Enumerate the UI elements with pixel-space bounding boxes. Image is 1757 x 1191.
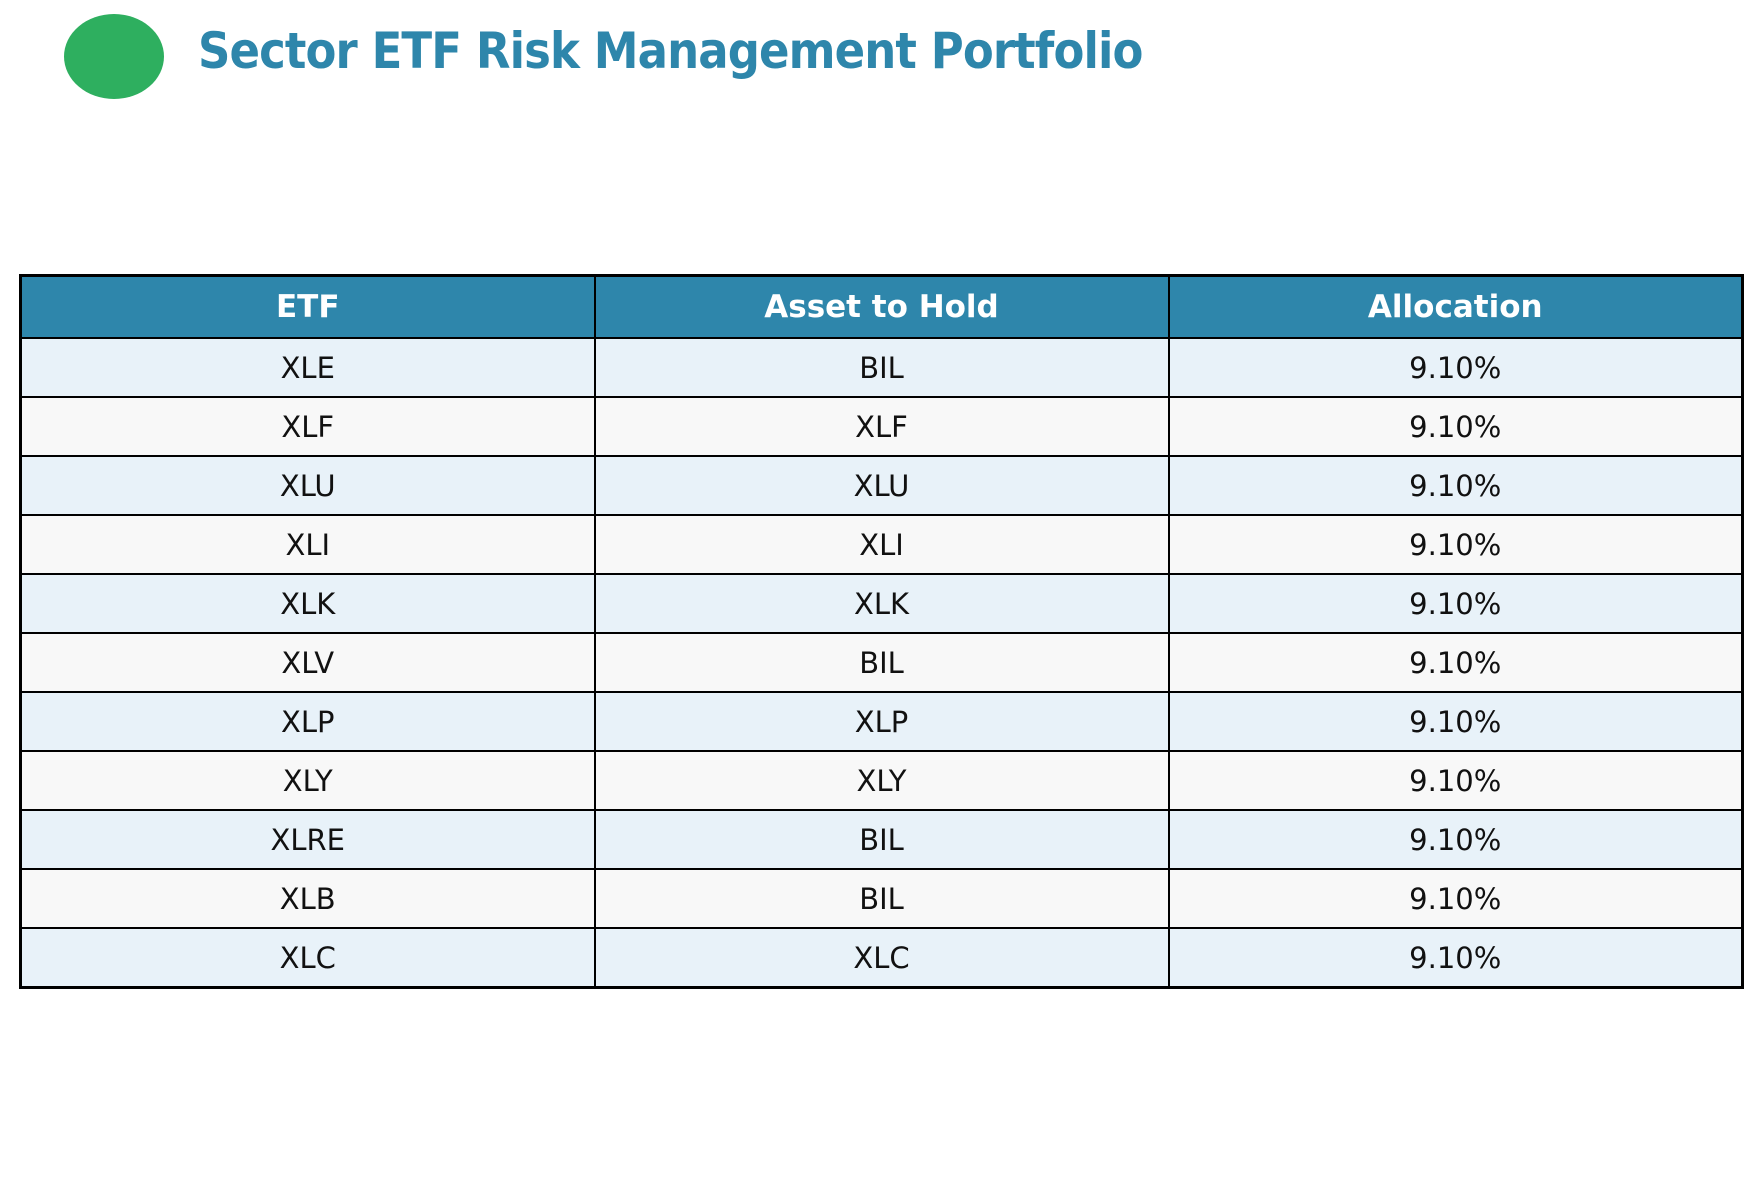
table-row: XLRE BIL 9.10%: [19, 809, 1744, 870]
etf-cell: XLV: [19, 632, 596, 693]
figure-header: Sector ETF Risk Management Portfolio: [0, 0, 1757, 120]
asset-cell: XLK: [593, 573, 1170, 634]
green-circle-icon: [64, 14, 164, 99]
allocation-cell: 9.10%: [1167, 337, 1744, 398]
table-header-row: ETF Asset to Hold Allocation: [19, 274, 1744, 339]
etf-cell: XLP: [19, 691, 596, 752]
asset-cell: XLI: [593, 514, 1170, 575]
etf-cell: XLRE: [19, 809, 596, 870]
col-header-allocation: Allocation: [1167, 274, 1744, 339]
col-header-asset-to-hold: Asset to Hold: [593, 274, 1170, 339]
etf-cell: XLF: [19, 396, 596, 457]
etf-cell: XLI: [19, 514, 596, 575]
etf-cell: XLK: [19, 573, 596, 634]
allocation-cell: 9.10%: [1167, 514, 1744, 575]
table-row: XLI XLI 9.10%: [19, 514, 1744, 575]
table-row: XLU XLU 9.10%: [19, 455, 1744, 516]
portfolio-table: ETF Asset to Hold Allocation XLE BIL 9.1…: [19, 274, 1744, 989]
etf-cell: XLE: [19, 337, 596, 398]
allocation-cell: 9.10%: [1167, 691, 1744, 752]
table-row: XLC XLC 9.10%: [19, 927, 1744, 989]
allocation-cell: 9.10%: [1167, 809, 1744, 870]
allocation-cell: 9.10%: [1167, 632, 1744, 693]
col-header-etf: ETF: [19, 274, 596, 339]
table-row: XLB BIL 9.10%: [19, 868, 1744, 929]
asset-cell: XLF: [593, 396, 1170, 457]
table-row: XLF XLF 9.10%: [19, 396, 1744, 457]
page-title: Sector ETF Risk Management Portfolio: [198, 22, 1143, 80]
allocation-cell: 9.10%: [1167, 927, 1744, 989]
allocation-cell: 9.10%: [1167, 455, 1744, 516]
table-row: XLE BIL 9.10%: [19, 337, 1744, 398]
asset-cell: XLP: [593, 691, 1170, 752]
table-row: XLP XLP 9.10%: [19, 691, 1744, 752]
allocation-cell: 9.10%: [1167, 868, 1744, 929]
asset-cell: BIL: [593, 337, 1170, 398]
asset-cell: XLU: [593, 455, 1170, 516]
asset-cell: BIL: [593, 809, 1170, 870]
asset-cell: BIL: [593, 632, 1170, 693]
asset-cell: BIL: [593, 868, 1170, 929]
etf-cell: XLB: [19, 868, 596, 929]
etf-cell: XLU: [19, 455, 596, 516]
allocation-cell: 9.10%: [1167, 750, 1744, 811]
asset-cell: XLY: [593, 750, 1170, 811]
table-row: XLK XLK 9.10%: [19, 573, 1744, 634]
table-row: XLY XLY 9.10%: [19, 750, 1744, 811]
allocation-cell: 9.10%: [1167, 573, 1744, 634]
allocation-cell: 9.10%: [1167, 396, 1744, 457]
asset-cell: XLC: [593, 927, 1170, 989]
etf-cell: XLC: [19, 927, 596, 989]
table-row: XLV BIL 9.10%: [19, 632, 1744, 693]
etf-cell: XLY: [19, 750, 596, 811]
